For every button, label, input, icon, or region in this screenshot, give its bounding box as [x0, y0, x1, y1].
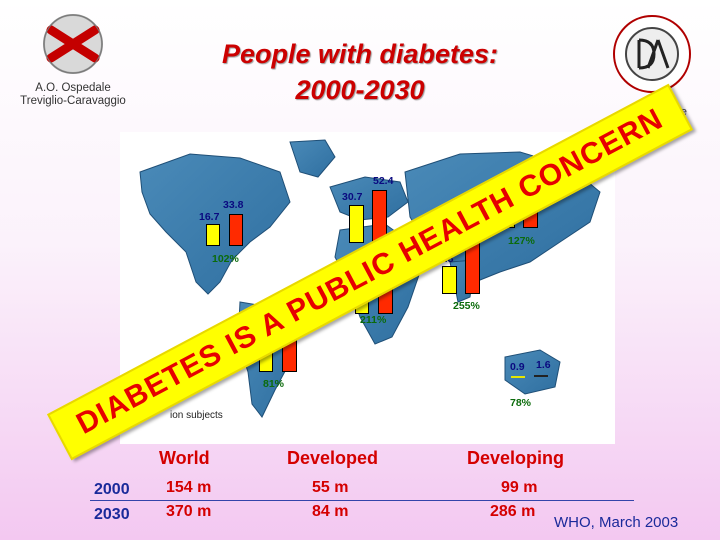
pct-latin-america: 81%: [263, 378, 285, 390]
cell-2000-world: 154 m: [166, 479, 212, 496]
pct-africa: 211%: [360, 314, 387, 326]
col-header-developed: Developed: [287, 448, 379, 468]
bar-label-north-america-2030: 33.8: [223, 199, 244, 211]
bar-label-oceania-2000: 0.9: [510, 361, 525, 373]
bar-south-asia-2000: [442, 266, 457, 294]
diabetology-emblem-icon: [613, 15, 691, 93]
source-citation: WHO, March 2003: [554, 514, 679, 531]
bar-north-america-2030: [229, 214, 243, 246]
hospital-name-line1: A.O. Ospedale: [35, 82, 111, 94]
bar-label-north-america-2000: 16.7: [199, 211, 220, 223]
hospital-logo: A.O. Ospedale Treviglio-Caravaggio: [8, 12, 138, 108]
cell-2030-world: 370 m: [166, 503, 212, 520]
bar-label-europe-2000: 30.7: [342, 191, 363, 203]
bar-north-america-2000: [206, 224, 220, 246]
pct-east-asia: 127%: [508, 235, 535, 247]
bar-label-europe-2030: 52.4: [373, 175, 394, 187]
pct-north-america: 102%: [212, 253, 239, 265]
title-line-2: 2000-2030: [295, 75, 425, 105]
table-divider: [90, 500, 634, 501]
map-note: ion subjects: [170, 410, 223, 421]
bar-oceania-2030: [534, 375, 548, 377]
bar-europe-2000: [349, 205, 364, 243]
cell-2030-developing: 286 m: [490, 503, 536, 520]
cell-2030-developed: 84 m: [312, 503, 349, 520]
pct-oceania: 78%: [510, 397, 532, 409]
cell-2000-developing: 99 m: [501, 479, 538, 496]
cell-2000-developed: 55 m: [312, 479, 349, 496]
row-year-2030: 2030: [94, 506, 130, 523]
hospital-name-line2: Treviglio-Caravaggio: [20, 95, 126, 107]
hospital-emblem-icon: [43, 14, 103, 74]
pct-south-asia: 255%: [453, 300, 480, 312]
slide-title: People with diabetes: 2000-2030: [160, 36, 560, 108]
col-header-developing: Developing: [467, 448, 565, 468]
col-header-world: World: [159, 448, 210, 468]
title-line-1: People with diabetes:: [221, 39, 499, 69]
bar-label-oceania-2030: 1.6: [536, 359, 551, 371]
bar-oceania-2000: [511, 376, 525, 378]
row-year-2000: 2000: [94, 481, 130, 498]
